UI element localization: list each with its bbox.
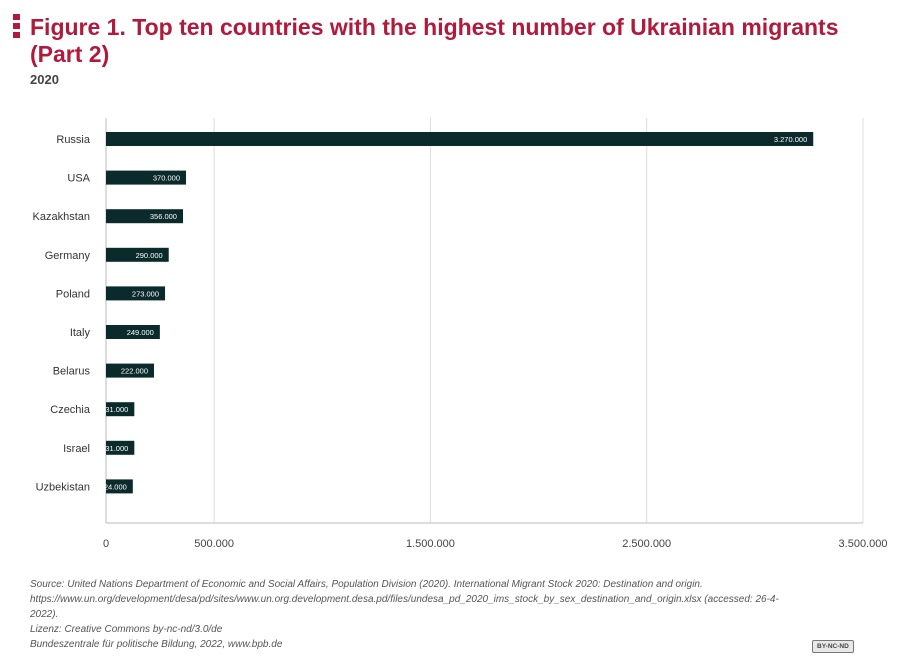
category-label: Kazakhstan (33, 211, 90, 223)
data-label: 124.000 (100, 482, 127, 491)
category-label: Italy (70, 327, 91, 339)
bar (106, 325, 160, 339)
bar (106, 479, 133, 494)
category-label: Israel (63, 443, 90, 455)
category-label: Germany (45, 250, 91, 262)
bar (106, 402, 135, 417)
x-tick-label: 0 (103, 538, 109, 550)
category-label: Czechia (50, 404, 91, 416)
source-note: Source: United Nations Department of Eco… (30, 577, 790, 652)
data-label: 273.000 (132, 289, 159, 298)
bar (106, 286, 166, 301)
license-text: Lizenz: Creative Commons by-nc-nd/3.0/de (30, 624, 223, 635)
source-citation: Source: United Nations Department of Eco… (30, 579, 779, 620)
x-tick-label: 3.500.000 (839, 538, 888, 550)
data-label: 290.000 (136, 251, 163, 260)
brand-accent-mark (13, 14, 20, 38)
bar (106, 209, 183, 224)
data-label: 249.000 (127, 328, 154, 337)
data-label: 3.270.000 (774, 135, 807, 144)
category-label: Russia (56, 134, 91, 146)
publisher-text: Bundeszentrale für politische Bildung, 2… (30, 639, 283, 650)
data-label: 131.000 (101, 405, 128, 414)
category-label: Uzbekistan (36, 481, 90, 493)
chart-title: Figure 1. Top ten countries with the hig… (30, 14, 839, 67)
bar-chart: 0 500.000 1.500.000 2.500.000 3.500.000 Russi… (33, 118, 888, 550)
category-label: Poland (56, 288, 90, 300)
cc-license-badge: BY-NC-ND (812, 640, 854, 653)
x-tick-label: 1.500.000 (406, 538, 455, 550)
data-label: 222.000 (121, 367, 148, 376)
category-label: USA (67, 173, 90, 185)
x-tick-label: 2.500.000 (622, 538, 671, 550)
bar (106, 363, 155, 378)
bar (106, 132, 814, 146)
data-label: 370.000 (153, 174, 180, 183)
chart-subtitle: 2020 (30, 72, 59, 87)
data-label: 356.000 (150, 212, 177, 221)
data-label: 131.000 (101, 444, 128, 453)
bar (106, 247, 169, 262)
x-tick-label: 500.000 (194, 538, 234, 550)
bar (106, 170, 187, 185)
bar (106, 440, 135, 455)
category-label: Belarus (53, 366, 91, 378)
